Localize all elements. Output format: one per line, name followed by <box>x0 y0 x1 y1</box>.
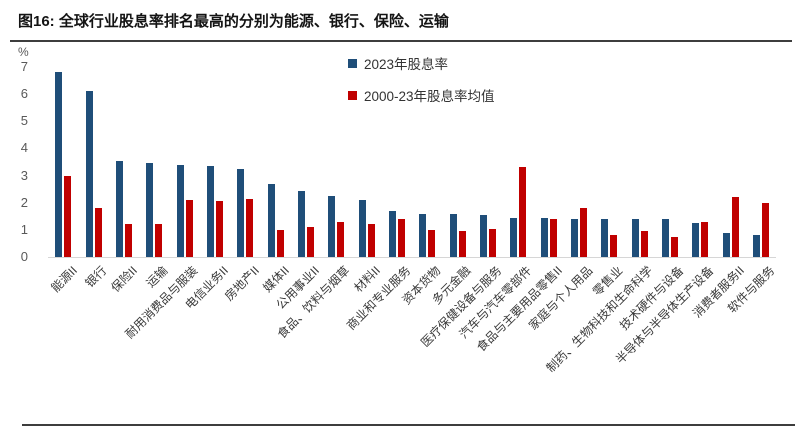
bar-average-yield <box>670 236 678 257</box>
title-divider-line <box>10 40 792 42</box>
bar-2023-yield <box>510 217 518 257</box>
bar-average-yield <box>549 219 557 257</box>
legend-item-2023: 2023年股息率 <box>348 54 495 72</box>
y-tick-label: 3 <box>20 167 28 183</box>
plot-area <box>48 67 776 258</box>
y-tick-label: 4 <box>20 140 28 156</box>
bar-average-yield <box>610 235 618 257</box>
bar-average-yield <box>519 167 527 257</box>
legend-item-average: 2000-23年股息率均值 <box>348 86 495 104</box>
figure-bottom-line <box>22 424 795 426</box>
bar-average-yield <box>306 227 314 257</box>
bar-2023-yield <box>722 232 730 257</box>
bar-average-yield <box>64 175 72 257</box>
legend-swatch-average-icon <box>348 90 357 100</box>
chart-legend: 2023年股息率 2000-23年股息率均值 <box>348 54 495 118</box>
bar-2023-yield <box>540 217 548 257</box>
bar-2023-yield <box>479 214 487 257</box>
y-tick-label: 5 <box>20 113 28 129</box>
bar-2023-yield <box>358 200 366 257</box>
bar-average-yield <box>579 208 587 257</box>
bar-average-yield <box>276 229 284 257</box>
legend-label-2023: 2023年股息率 <box>364 57 449 72</box>
y-tick-label: 0 <box>20 249 28 264</box>
bar-2023-yield <box>115 160 123 257</box>
y-axis-unit-label: % <box>18 45 29 59</box>
bar-average-yield <box>215 201 223 257</box>
y-tick-label: 1 <box>20 221 28 237</box>
bar-average-yield <box>185 200 193 257</box>
x-axis-labels: 能源II 银行 保险II 运输 耐用消费品与服装 电信业务II 房地产II 媒体II 公用事业I… <box>47 260 777 430</box>
x-category-label: 银行 <box>82 263 110 291</box>
bar-2023-yield <box>631 219 639 257</box>
bar-average-yield <box>458 231 466 257</box>
bar-2023-yield <box>601 219 609 257</box>
bar-average-yield <box>246 198 254 257</box>
legend-swatch-2023-icon <box>348 58 357 68</box>
bar-average-yield <box>124 224 132 257</box>
y-tick-label: 7 <box>20 59 28 74</box>
bar-2023-yield <box>752 235 760 257</box>
bar-2023-yield <box>176 164 184 257</box>
legend-label-average: 2000-23年股息率均值 <box>364 89 495 104</box>
y-tick-label: 2 <box>20 194 28 210</box>
bar-2023-yield <box>206 166 214 257</box>
bar-average-yield <box>640 231 648 257</box>
bar-average-yield <box>761 202 769 257</box>
bar-2023-yield <box>237 168 245 257</box>
bar-2023-yield <box>449 213 457 257</box>
bar-2023-yield <box>85 91 93 257</box>
bar-average-yield <box>367 224 375 257</box>
bar-average-yield <box>337 221 345 257</box>
bar-2023-yield <box>570 219 578 257</box>
bar-average-yield <box>397 219 405 257</box>
bar-average-yield <box>701 221 709 257</box>
y-axis-ticks: 7 6 5 4 3 2 1 0 <box>0 59 36 264</box>
bar-2023-yield <box>692 223 700 257</box>
bar-2023-yield <box>388 210 396 257</box>
bar-2023-yield <box>267 183 275 257</box>
bar-2023-yield <box>419 213 427 257</box>
bar-2023-yield <box>297 190 305 257</box>
bar-2023-yield <box>661 219 669 257</box>
bar-average-yield <box>155 224 163 257</box>
bar-2023-yield <box>55 72 63 257</box>
bar-average-yield <box>731 197 739 257</box>
x-category-label: 保险II <box>108 263 141 296</box>
figure-title: 图16: 全球行业股息率排名最高的分别为能源、银行、保险、运输 <box>18 13 449 30</box>
bar-average-yield <box>488 228 496 257</box>
bar-2023-yield <box>328 195 336 257</box>
bar-average-yield <box>94 208 102 257</box>
bar-average-yield <box>428 229 436 257</box>
x-category-label: 能源II <box>47 263 80 296</box>
y-tick-label: 6 <box>20 86 28 102</box>
bar-2023-yield <box>146 163 154 257</box>
